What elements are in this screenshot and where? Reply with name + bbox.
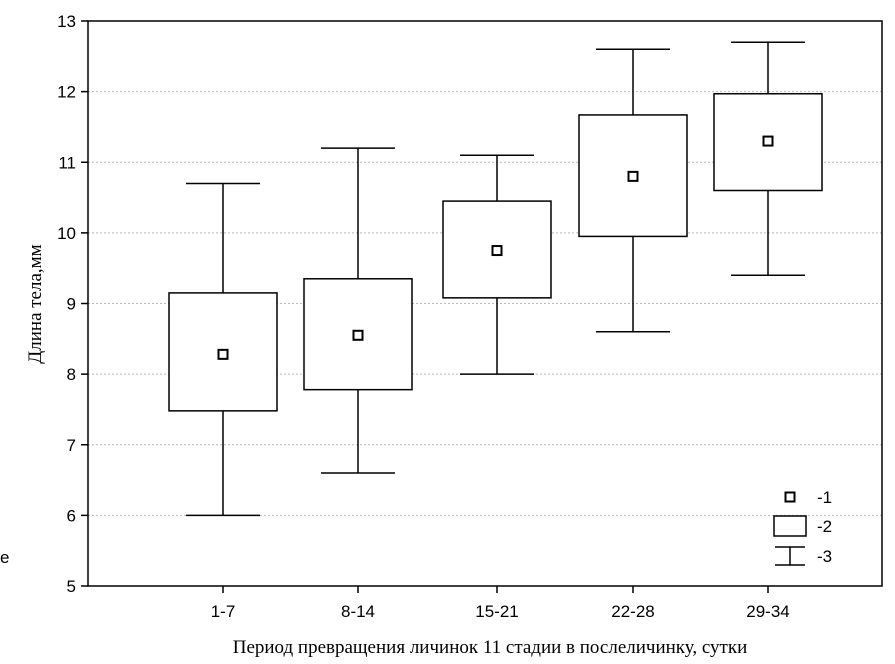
box-group (442, 154, 552, 375)
mean-marker (217, 348, 229, 360)
mean-marker (762, 135, 774, 147)
y-tick-label: 8 (67, 365, 76, 384)
legend-box-symbol (773, 515, 807, 537)
mean-marker (491, 245, 503, 257)
box-group (713, 41, 823, 276)
x-tick-label: 22-28 (611, 602, 654, 621)
box-group (168, 182, 278, 517)
x-axis-title: Период превращения личинок 11 стадии в п… (233, 637, 748, 658)
y-tick-label: 9 (67, 295, 76, 314)
box-group (303, 147, 413, 474)
legend-label: -1 (817, 488, 832, 507)
y-tick-label: 7 (67, 436, 76, 455)
y-tick-label: 10 (57, 224, 76, 243)
x-axis-ticks: 1-7 8-14 15-21 22-28 29-34 (211, 586, 790, 621)
x-tick-label: 15-21 (475, 602, 518, 621)
y-tick-label: 5 (67, 577, 76, 596)
legend: -1 -2 -3 (773, 488, 832, 566)
y-axis-ticks: 5 6 7 8 9 10 11 12 13 (57, 12, 88, 596)
legend-label: -3 (817, 547, 832, 566)
box-rect (442, 200, 552, 299)
x-tick-label: 8-14 (341, 602, 375, 621)
y-tick-label: 11 (58, 153, 76, 172)
legend-label: -2 (817, 517, 832, 536)
mean-marker (627, 170, 639, 182)
stray-glyph: e (0, 548, 9, 567)
legend-mean-symbol (784, 491, 796, 503)
y-axis-title: Длина тела,мм (25, 244, 46, 363)
x-tick-label: 29-34 (746, 602, 789, 621)
plot-frame (87, 20, 883, 587)
box-group (578, 48, 688, 333)
mean-marker (352, 329, 364, 341)
x-tick-label: 1-7 (211, 602, 236, 621)
y-tick-label: 12 (57, 83, 76, 102)
boxes-layer (168, 41, 823, 517)
y-tick-label: 13 (57, 12, 76, 31)
y-tick-label: 6 (67, 506, 76, 525)
